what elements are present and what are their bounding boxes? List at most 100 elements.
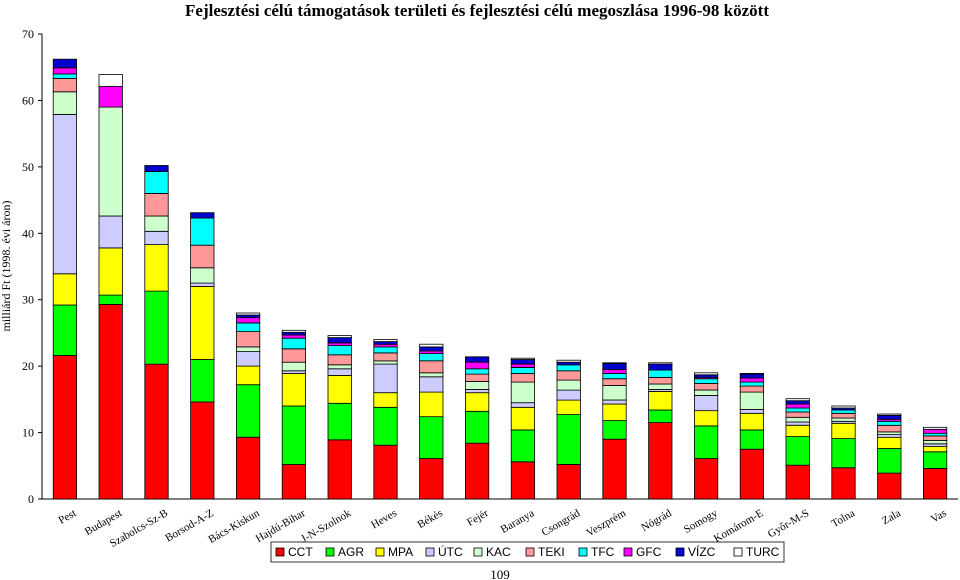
bar-segment xyxy=(877,424,902,433)
legend-swatch xyxy=(425,547,435,557)
bar-segment xyxy=(510,429,536,463)
bar-segment xyxy=(739,377,765,383)
bar-segment xyxy=(327,345,352,356)
bar-segment xyxy=(602,399,627,405)
bar-segment xyxy=(923,440,948,445)
bar-segment xyxy=(831,467,856,500)
bar-segment xyxy=(510,461,536,500)
bar-segment xyxy=(510,359,536,365)
bar-segment xyxy=(556,414,581,465)
bar-segment xyxy=(694,372,719,376)
bar-segment xyxy=(144,230,169,246)
bar-segment xyxy=(694,378,719,384)
chart-title: Fejlesztési célú támogatások területi és… xyxy=(185,1,769,20)
y-tick-label: 70 xyxy=(22,27,34,41)
y-tick-label: 40 xyxy=(22,226,34,240)
bar-segment xyxy=(281,331,307,336)
bar-segment xyxy=(694,382,719,391)
legend-swatch xyxy=(375,547,385,557)
bar-segment xyxy=(52,91,78,115)
x-tick-label: Nógrád xyxy=(639,507,674,534)
bar-segment xyxy=(464,442,490,500)
legend-label: TFC xyxy=(591,545,615,559)
bar-segment xyxy=(510,367,536,374)
bar-segment xyxy=(556,464,581,500)
bar-segment xyxy=(281,370,307,374)
bar-segment xyxy=(327,368,352,376)
bar-segment xyxy=(98,74,123,87)
bar-segment xyxy=(190,212,215,219)
legend-label: TURC xyxy=(746,545,780,559)
bar-segment xyxy=(694,389,719,396)
bar-segment xyxy=(281,337,307,350)
bar-segment xyxy=(831,409,856,414)
bar-segment xyxy=(373,363,398,394)
bar-segment xyxy=(831,417,856,422)
bar-segment xyxy=(694,374,719,378)
bar-segment xyxy=(52,78,78,93)
bar-segment xyxy=(373,346,398,354)
y-tick-label: 20 xyxy=(22,359,34,373)
x-tick-label: Bács-Kiskun xyxy=(206,507,262,546)
legend-label: CCT xyxy=(288,545,313,559)
bar-segment xyxy=(281,361,307,372)
bar-segment xyxy=(190,267,215,284)
bar-segment xyxy=(831,412,856,419)
bar-segment xyxy=(648,422,673,500)
bar-segment xyxy=(235,436,261,500)
bar-segment xyxy=(602,420,627,440)
bar-segment xyxy=(785,436,810,466)
bar-segment xyxy=(556,399,581,416)
bar-segment xyxy=(648,362,673,365)
bar-segment xyxy=(694,425,719,459)
bar-segment xyxy=(648,409,673,424)
bar-segment xyxy=(556,361,581,366)
bar-segment xyxy=(785,424,810,437)
x-tick-label: Komárom-E xyxy=(712,507,766,545)
bar-segment xyxy=(648,363,673,371)
bar-segment xyxy=(510,381,536,404)
bar-segment xyxy=(785,416,810,423)
bar-segment xyxy=(235,331,261,348)
legend-box xyxy=(270,541,785,563)
bar-segment xyxy=(190,285,215,360)
y-tick-label: 30 xyxy=(22,293,34,307)
bar-segment xyxy=(419,353,444,362)
bar-segment xyxy=(419,458,444,500)
bar-segment xyxy=(419,376,444,393)
x-tick-label: Heves xyxy=(369,507,399,531)
bar-segment xyxy=(602,378,627,386)
bar-segment xyxy=(831,422,856,439)
bar-segment xyxy=(98,106,123,217)
bar-segment xyxy=(877,431,902,435)
bar-segment xyxy=(923,446,948,453)
bar-segment xyxy=(464,380,490,390)
bar-segment xyxy=(235,317,261,324)
bar-segment xyxy=(877,413,902,416)
bar-segment xyxy=(373,444,398,500)
bar-segment xyxy=(52,67,78,75)
x-tick-label: Somogy xyxy=(682,507,720,536)
bar-segment xyxy=(190,282,215,287)
bar-segment xyxy=(419,360,444,374)
bar-segment xyxy=(52,58,78,69)
bar-segment xyxy=(464,392,490,412)
bar-segment xyxy=(831,405,856,409)
bar-segment xyxy=(556,359,581,363)
bar-segment xyxy=(327,374,352,404)
y-tick-label: 10 xyxy=(22,426,34,440)
bar-segment xyxy=(235,314,261,319)
bar-segment xyxy=(144,363,169,500)
bar-segment xyxy=(464,361,490,370)
bar-segment xyxy=(785,398,810,402)
bar-segment xyxy=(98,303,123,500)
bar-segment xyxy=(602,369,627,374)
bar-segment xyxy=(739,385,765,393)
bar-segment xyxy=(235,346,261,352)
x-tick-label: Baranya xyxy=(499,507,537,536)
bar-segment xyxy=(327,342,352,346)
bar-segment xyxy=(556,370,581,381)
y-tick-label: 0 xyxy=(28,492,34,506)
